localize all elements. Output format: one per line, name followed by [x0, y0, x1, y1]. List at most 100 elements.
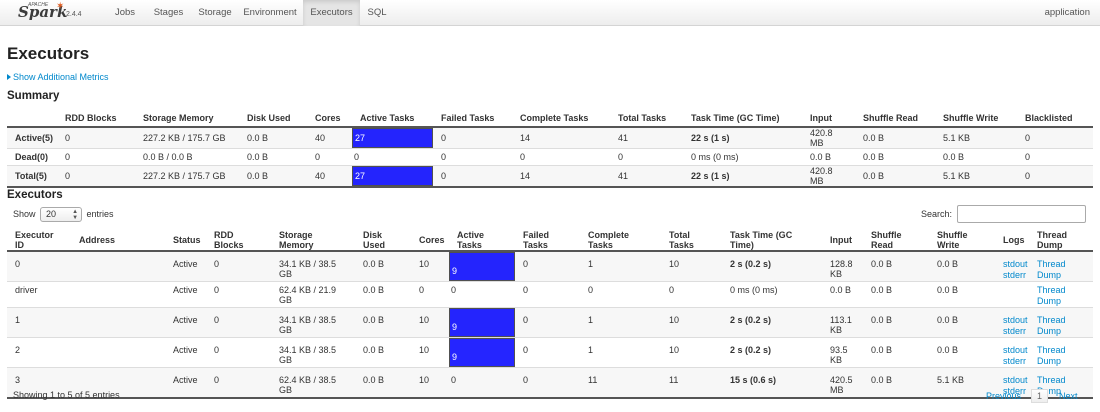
- task-time-value: 22 s (1 s): [683, 165, 802, 188]
- total-tasks-value: 41: [610, 126, 683, 149]
- total-tasks-value: 10: [661, 307, 722, 338]
- executor-id-value: 3: [7, 367, 71, 399]
- shuffle-read-value: 0.0 B: [863, 250, 929, 282]
- summary-col-disk-used[interactable]: Disk Used: [239, 110, 307, 128]
- disk-used-value: 0.0 B: [355, 250, 411, 282]
- summary-col-cores[interactable]: Cores: [307, 110, 352, 128]
- spark-logo[interactable]: APACHE Spark ✶ 2.4.4: [12, 0, 92, 26]
- thread-dump-link[interactable]: Thread Dump: [1037, 345, 1066, 366]
- executor-row: 0 Active 0 34.1 KB / 38.5 GB 0.0 B 10 9 0 1 10 2 s…: [7, 250, 1093, 282]
- col-failed-tasks[interactable]: Failed Tasks: [515, 230, 580, 252]
- summary-col-blacklisted[interactable]: Blacklisted: [1017, 110, 1093, 128]
- input-value: 0.0 B: [822, 281, 863, 308]
- executor-id-value: 1: [7, 307, 71, 338]
- shuffle-write-value: 0.0 B: [929, 281, 995, 308]
- tab-storage[interactable]: Storage: [198, 7, 232, 18]
- tab-stages[interactable]: Stages: [153, 7, 184, 18]
- input-value: 420.8 MB: [802, 126, 855, 149]
- summary-col-active-tasks[interactable]: Active Tasks: [352, 110, 433, 128]
- active-tasks-bar: [449, 308, 515, 337]
- shuffle-write-value: 0.0 B: [935, 148, 1017, 166]
- blacklisted-value: 0: [1017, 126, 1093, 149]
- pager-current-page[interactable]: 1: [1031, 389, 1049, 403]
- search-input[interactable]: [957, 205, 1086, 223]
- summary-row: Total(5) 0 227.2 KB / 175.7 GB 0.0 B 40 27 0 14…: [7, 165, 1093, 188]
- col-active-tasks[interactable]: Active Tasks: [449, 230, 515, 252]
- col-shuffle-read[interactable]: Shuffle Read: [863, 230, 929, 252]
- summary-row-label: Active(5): [7, 126, 57, 149]
- pager-previous[interactable]: Previous: [986, 391, 1022, 401]
- log-link-stderr[interactable]: stderr: [1003, 326, 1027, 336]
- summary-col-complete-tasks[interactable]: Complete Tasks: [512, 110, 610, 128]
- col-thread-dump[interactable]: Thread Dump: [1029, 230, 1093, 252]
- thread-dump-link[interactable]: Thread Dump: [1037, 259, 1066, 280]
- log-link-stdout[interactable]: stdout: [1003, 259, 1028, 269]
- storage-memory-value: 34.1 KB / 38.5 GB: [271, 250, 355, 282]
- show-additional-metrics-link[interactable]: Show Additional Metrics: [7, 72, 109, 82]
- cores-value: 10: [411, 337, 449, 368]
- summary-col-shuffle-read[interactable]: Shuffle Read: [855, 110, 935, 128]
- active-tasks-cell: 27: [352, 165, 433, 188]
- disk-used-value: 0.0 B: [355, 367, 411, 399]
- summary-col-task-time[interactable]: Task Time (GC Time): [683, 110, 802, 128]
- summary-col-storage-memory[interactable]: Storage Memory: [135, 110, 239, 128]
- status-value: Active: [165, 337, 206, 368]
- failed-tasks-value: 0: [433, 148, 512, 166]
- logs-cell: stdout stderr: [995, 337, 1029, 368]
- task-time-value: 22 s (1 s): [683, 126, 802, 149]
- tab-jobs[interactable]: Jobs: [114, 7, 136, 18]
- col-disk-used[interactable]: Disk Used: [355, 230, 411, 252]
- page-size-select[interactable]: 20 ▲ ▼: [40, 207, 83, 222]
- summary-table: RDD Blocks Storage Memory Disk Used Core…: [7, 110, 1093, 188]
- summary-col-shuffle-write[interactable]: Shuffle Write: [935, 110, 1017, 128]
- log-link-stdout[interactable]: stdout: [1003, 315, 1028, 325]
- summary-col-total-tasks[interactable]: Total Tasks: [610, 110, 683, 128]
- shuffle-write-value: 5.1 KB: [935, 165, 1017, 188]
- rdd-blocks-value: 0: [206, 337, 271, 368]
- shuffle-write-value: 5.1 KB: [929, 367, 995, 399]
- thread-dump-link[interactable]: Thread Dump: [1037, 375, 1066, 396]
- input-value: 420.8 MB: [802, 165, 855, 188]
- summary-col-input[interactable]: Input: [802, 110, 855, 128]
- failed-tasks-value: 0: [515, 367, 580, 399]
- log-link-stderr[interactable]: stderr: [1003, 270, 1027, 280]
- executor-id-value: driver: [7, 281, 71, 308]
- tab-sql[interactable]: SQL: [367, 7, 387, 18]
- disk-used-value: 0.0 B: [239, 148, 307, 166]
- tab-executors[interactable]: Executors: [303, 0, 360, 26]
- task-time-value: 2 s (0.2 s): [722, 337, 822, 368]
- thread-dump-link[interactable]: Thread Dump: [1037, 285, 1066, 306]
- summary-row-label: Total(5): [7, 165, 57, 188]
- total-tasks-value: 10: [661, 250, 722, 282]
- col-storage-memory[interactable]: Storage Memory: [271, 230, 355, 252]
- active-tasks-bar: [352, 128, 433, 148]
- col-executor-id[interactable]: Executor ID: [7, 230, 71, 252]
- search-control: Search:: [921, 205, 1086, 223]
- log-link-stderr[interactable]: stderr: [1003, 356, 1027, 366]
- blacklisted-value: 0: [1017, 165, 1093, 188]
- col-total-tasks[interactable]: Total Tasks: [661, 230, 722, 252]
- pager-next[interactable]: Next: [1059, 391, 1078, 401]
- col-address[interactable]: Address: [71, 230, 165, 252]
- log-link-stderr[interactable]: stderr: [1003, 386, 1027, 396]
- col-cores[interactable]: Cores: [411, 230, 449, 252]
- thread-dump-link[interactable]: Thread Dump: [1037, 315, 1066, 336]
- col-status[interactable]: Status: [165, 230, 206, 252]
- complete-tasks-value: 14: [512, 126, 610, 149]
- log-link-stdout[interactable]: stdout: [1003, 375, 1028, 385]
- tab-environment[interactable]: Environment: [243, 7, 297, 18]
- col-shuffle-write[interactable]: Shuffle Write: [929, 230, 995, 252]
- col-input[interactable]: Input: [822, 230, 863, 252]
- storage-memory-value: 62.4 KB / 38.5 GB: [271, 367, 355, 399]
- active-tasks-value: 27: [355, 132, 366, 143]
- col-rdd-blocks[interactable]: RDD Blocks: [206, 230, 271, 252]
- summary-col-rdd-blocks[interactable]: RDD Blocks: [57, 110, 135, 128]
- address-value: [71, 281, 165, 308]
- col-task-time[interactable]: Task Time (GC Time): [722, 230, 822, 252]
- summary-col-failed-tasks[interactable]: Failed Tasks: [433, 110, 512, 128]
- active-tasks-value: 9: [452, 266, 458, 276]
- col-logs[interactable]: Logs: [995, 230, 1029, 252]
- log-link-stdout[interactable]: stdout: [1003, 345, 1028, 355]
- table-info: Showing 1 to 5 of 5 entries: [13, 390, 120, 400]
- col-complete-tasks[interactable]: Complete Tasks: [580, 230, 661, 252]
